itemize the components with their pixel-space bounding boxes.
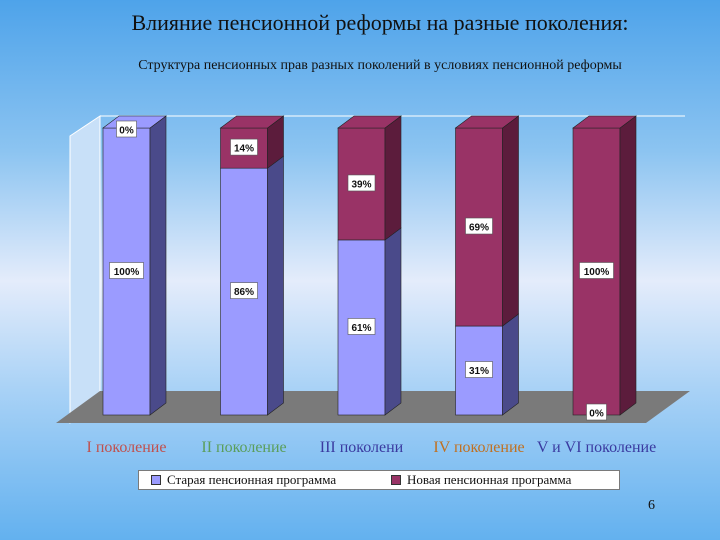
bar-top-1 [219, 115, 285, 129]
legend-label-old: Старая пенсионная программа [167, 472, 337, 487]
data-label-old-1-box [230, 282, 258, 299]
legend-item-new: Новая пенсионная программа [391, 472, 619, 488]
x-tick-label-2: III поколени [320, 439, 404, 456]
data-label-old-4: 0% [589, 409, 604, 420]
bar-top-2 [337, 115, 402, 129]
data-label-new-0-box [116, 120, 137, 138]
data-label-new-4: 100% [584, 267, 610, 278]
data-label-old-3: 31% [469, 366, 489, 377]
bar-old-3-side [502, 313, 519, 416]
legend-swatch-old [151, 475, 161, 485]
chart-subtitle: Структура пенсионных прав разных поколен… [138, 58, 622, 73]
x-tick-label-4: V и VI поколение [537, 439, 656, 456]
data-label-old-4-box [586, 403, 607, 421]
bar-top-3 [454, 115, 520, 129]
data-label-new-3-box [465, 217, 493, 235]
data-label-old-2: 61% [351, 323, 371, 334]
bar-top-4 [572, 115, 637, 129]
data-label-new-2: 39% [351, 179, 371, 190]
bar-new-4-side [619, 115, 637, 416]
data-label-new-4-box [579, 262, 614, 279]
legend-item-old: Старая пенсионная программа [151, 472, 379, 488]
data-label-new-2-box [347, 174, 376, 192]
data-label-old-2-box [347, 318, 376, 335]
data-label-new-1: 14% [234, 144, 254, 155]
x-tick-label-3: IV поколение [433, 439, 524, 456]
chart-side-wall [69, 115, 101, 424]
data-label-old-0-box [109, 262, 144, 279]
slide-title: Влияние пенсионной реформы на разные пок… [131, 10, 629, 35]
data-label-new-1-box [230, 138, 258, 156]
data-label-old-0: 100% [114, 267, 140, 278]
page-number: 6 [648, 498, 655, 513]
data-label-new-0: 0% [119, 126, 134, 137]
bar-new-2-side [384, 115, 402, 241]
x-tick-label-0: I поколение [87, 439, 167, 456]
bar-new-3-side [502, 115, 519, 327]
data-label-new-3: 69% [469, 223, 489, 234]
legend-label-new: Новая пенсионная программа [407, 472, 572, 487]
bar-old-0-side [149, 115, 167, 416]
chart-legend: Старая пенсионная программа Новая пенсио… [138, 470, 620, 490]
data-label-old-3-box [465, 361, 493, 378]
bar-old-1-side [267, 155, 284, 416]
bar-old-2-side [384, 227, 402, 416]
data-label-old-1: 86% [234, 287, 254, 298]
legend-swatch-new [391, 475, 401, 485]
x-tick-label-1: II поколение [201, 439, 286, 456]
